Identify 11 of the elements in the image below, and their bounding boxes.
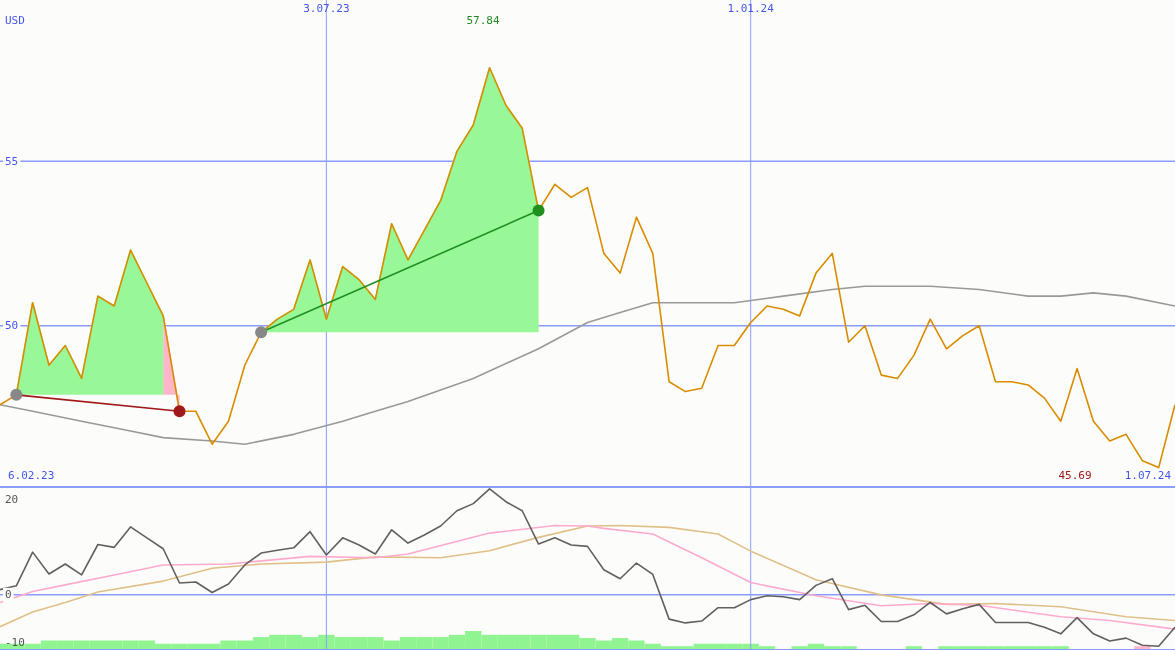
- annotation: 57.84: [466, 14, 500, 27]
- annotation: 6.02.23: [8, 469, 55, 482]
- x-tick-label: 3.07.23: [303, 2, 350, 15]
- y-axis-title: USD: [5, 14, 25, 27]
- y-tick-label: 20: [5, 493, 19, 507]
- annotation: 1.07.24: [1124, 469, 1172, 482]
- y-tick-label: 0: [5, 588, 12, 602]
- annotation: 45.69: [1058, 469, 1092, 482]
- y-tick-label: 50: [5, 319, 19, 333]
- x-tick-label: 1.01.24: [727, 2, 775, 15]
- y-tick-label: 55: [5, 154, 19, 168]
